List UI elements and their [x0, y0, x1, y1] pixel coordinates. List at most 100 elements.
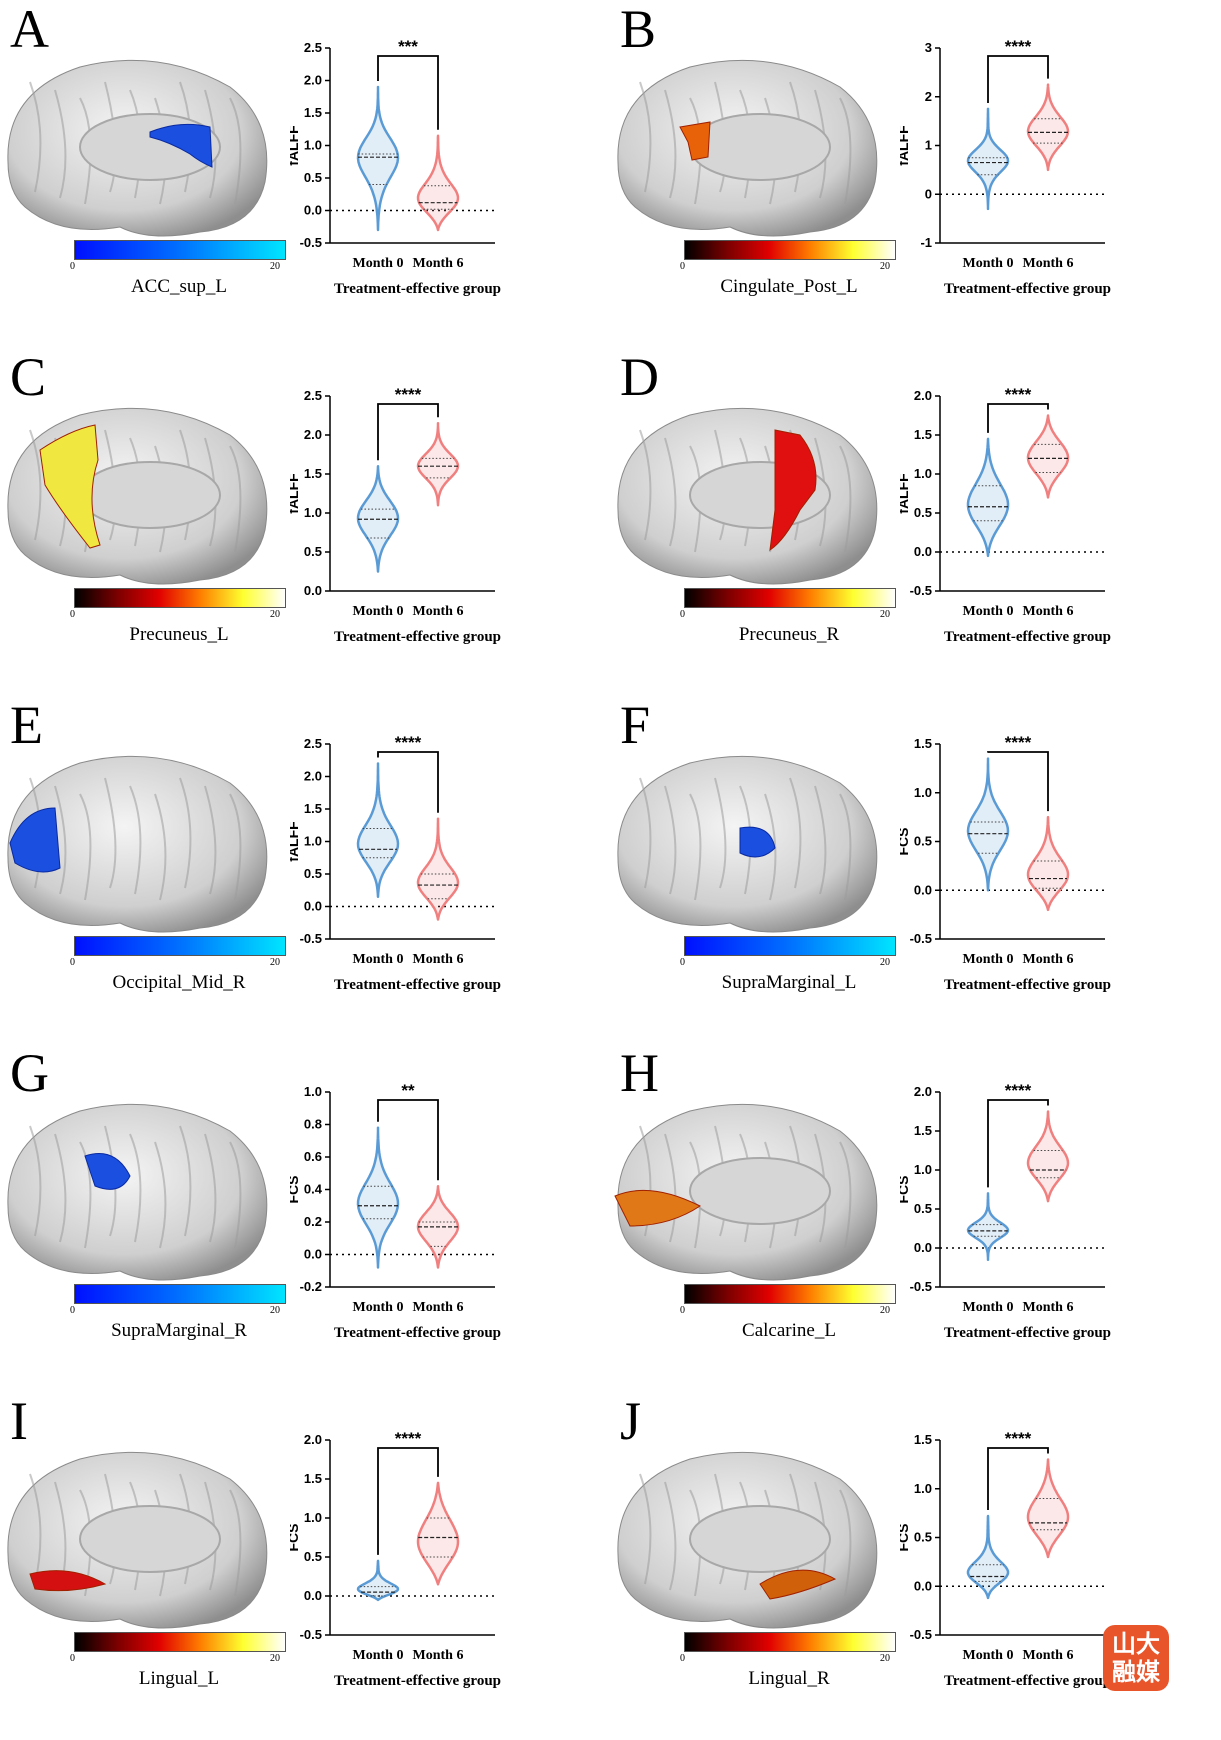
corpus-callosum [689, 113, 831, 181]
panel-letter: F [620, 695, 651, 755]
y-tick-label: -0.5 [910, 931, 932, 946]
violin-month-6 [416, 134, 460, 232]
y-tick-label: 2.0 [304, 1432, 322, 1447]
y-tick-label: -0.5 [300, 1627, 322, 1642]
x-category-label: Month 0 [963, 256, 1014, 271]
y-tick-label: 0.0 [304, 203, 322, 218]
violin-month-0 [356, 762, 400, 899]
brain-sulcus [29, 429, 42, 541]
colorbar-max-label: 20 [880, 1305, 890, 1316]
y-tick-label: 1.0 [304, 1510, 322, 1525]
corpus-callosum [79, 1505, 221, 1573]
brain-sulcus [154, 793, 167, 901]
activation-region [84, 1153, 131, 1190]
x-category-label: Month 0 [353, 952, 404, 967]
colorbar [74, 588, 286, 608]
y-axis-label: FCS [900, 828, 911, 856]
panel-letter: D [620, 347, 659, 407]
brain-image [614, 1103, 878, 1281]
y-tick-label: -0.5 [910, 583, 932, 598]
violin-month-6 [1026, 83, 1070, 172]
significance-bracket [987, 751, 1049, 812]
violin-month-0 [356, 1126, 400, 1269]
x-category-label: Month 6 [413, 952, 464, 967]
brain-sulcus [664, 785, 677, 895]
violin-month-0 [966, 437, 1010, 558]
panel-f: F 0 20 SupraMarginal_L -0.5 0.0 0.5 1.0 1.5 FCS **… [610, 696, 1220, 1044]
brain-sulcus [229, 97, 242, 205]
violin-chart: -1 0 1 2 3 fALFF **** Month 0 Month 6 Treatment-e… [900, 38, 1111, 297]
x-category-label: Month 6 [1023, 604, 1074, 619]
x-category-label: Month 0 [353, 1648, 404, 1663]
y-axis-label: fALFF [290, 821, 301, 862]
y-tick-label: 0.5 [914, 1530, 932, 1545]
brain-sulcus [839, 1489, 852, 1597]
panel-e: E 0 20 Occipital_Mid_R -0.5 0.0 0.5 1.0 1.5 2.0 2.… [0, 696, 610, 1044]
brain-sulcus [154, 1141, 167, 1249]
y-tick-label: 2.0 [304, 427, 322, 442]
region-label: Lingual_R [748, 1668, 830, 1689]
y-tick-label: 1.5 [914, 427, 932, 442]
colorbar-max-label: 20 [270, 1653, 280, 1664]
corpus-callosum [689, 1157, 831, 1225]
panel-letter: B [620, 0, 657, 59]
y-tick-label: 0.5 [914, 1201, 932, 1216]
brain-sulcus [29, 1125, 42, 1237]
y-axis-label: fALFF [900, 473, 911, 514]
colorbar-min-label: 0 [680, 609, 685, 620]
x-category-label: Month 6 [413, 604, 464, 619]
colorbar [684, 588, 896, 608]
x-category-label: Month 6 [1023, 952, 1074, 967]
panel-letter: E [10, 695, 43, 755]
brain-sulcus [664, 1481, 677, 1591]
y-tick-label: 2.0 [914, 1084, 932, 1099]
colorbar-min-label: 0 [70, 609, 75, 620]
x-category-label: Month 0 [963, 952, 1014, 967]
x-category-label: Month 6 [413, 1648, 464, 1663]
y-tick-label: 1.0 [914, 785, 932, 800]
y-tick-label: 2.0 [914, 388, 932, 403]
x-category-label: Month 0 [963, 604, 1014, 619]
brain-sulcus [79, 793, 92, 901]
brain-sulcus [639, 1473, 652, 1585]
x-category-label: Month 0 [963, 1300, 1014, 1315]
x-category-label: Month 0 [963, 1648, 1014, 1663]
violin-chart: -0.5 0.0 0.5 1.0 1.5 2.0 fALFF **** Month 0 Month… [900, 386, 1111, 645]
brain-sulcus [229, 793, 242, 901]
brain-sulcus [229, 1489, 242, 1597]
brain-sulcus [839, 445, 852, 553]
colorbar [74, 240, 286, 260]
y-tick-label: 1.5 [304, 801, 322, 816]
y-tick-label: 1.5 [304, 105, 322, 120]
y-tick-label: 2.5 [304, 40, 322, 55]
colorbar-max-label: 20 [880, 957, 890, 968]
region-label: Precuneus_L [129, 624, 229, 645]
activation-region [39, 424, 101, 549]
y-axis-label: FCS [290, 1524, 301, 1552]
y-tick-label: 1.0 [304, 505, 322, 520]
brain-image [7, 407, 268, 585]
activation-region [759, 1569, 837, 1600]
x-axis-label: Treatment-effective group [334, 1325, 501, 1341]
y-tick-label: 1.5 [914, 736, 932, 751]
violin-month-0 [966, 757, 1010, 892]
y-tick-label: 2.5 [304, 736, 322, 751]
y-tick-label: 0.0 [304, 1247, 322, 1262]
y-tick-label: -0.2 [300, 1279, 322, 1294]
colorbar-max-label: 20 [880, 609, 890, 620]
y-tick-label: 1.5 [304, 1471, 322, 1486]
corpus-callosum [79, 461, 221, 529]
colorbar-max-label: 20 [880, 1653, 890, 1664]
colorbar [74, 1284, 286, 1304]
y-tick-label: 1.0 [914, 1481, 932, 1496]
brain-sulcus [789, 777, 802, 889]
x-category-label: Month 6 [1023, 256, 1074, 271]
colorbar [74, 1632, 286, 1652]
colorbar-min-label: 0 [70, 261, 75, 272]
colorbar-max-label: 20 [270, 1305, 280, 1316]
colorbar [684, 1632, 896, 1652]
brain-sulcus [129, 785, 142, 895]
y-tick-label: 1.0 [304, 1084, 322, 1099]
watermark-logo: 山大 融媒 [1103, 1625, 1169, 1691]
y-tick-label: -0.5 [910, 1627, 932, 1642]
